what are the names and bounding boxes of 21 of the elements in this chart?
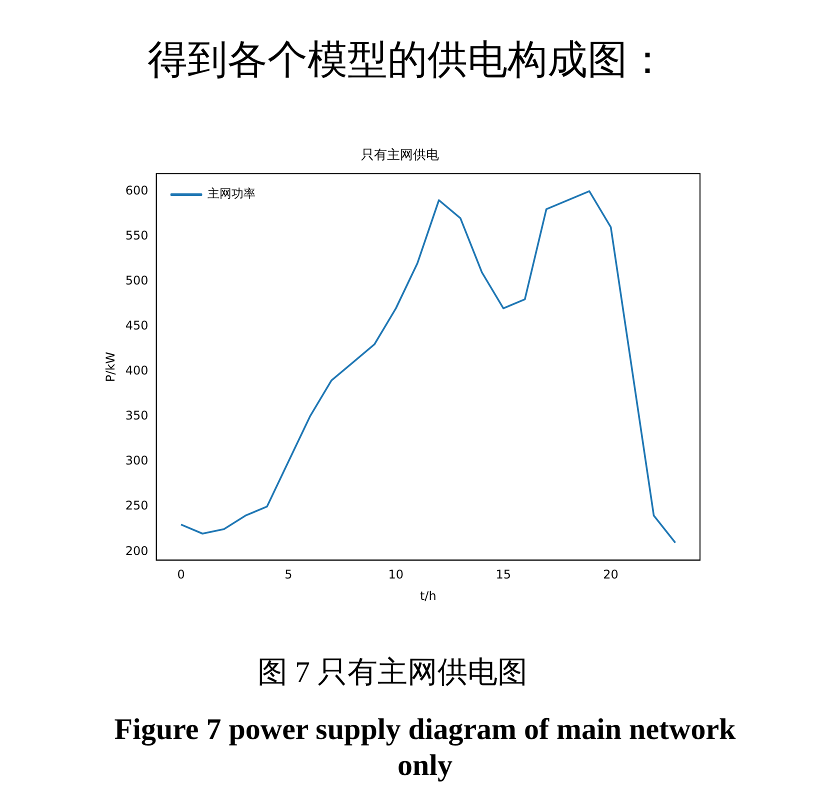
text: 得到各个模型的供电构成图： [146,36,668,84]
y-tick-label: 500 [125,273,148,288]
y-tick-label: 300 [125,454,148,468]
y-tick-label: 400 [125,364,148,378]
y-tick-label: 350 [125,408,148,423]
y-tick-label: 250 [125,498,148,513]
y-tick-label: 600 [125,183,148,198]
y-tick-label: 450 [125,318,148,332]
chart-title: 只有主网供电 [361,147,439,164]
caption: Figure 7 power supply diagram of main network only [113,712,737,784]
legend-label: 主网功率 [207,186,256,201]
caption: 图 7 只有主网供电图 [256,655,528,691]
y-tick-label: 200 [125,544,148,558]
y-tick-label: 550 [125,228,148,242]
x-tick-label: 20 [603,568,618,582]
x-axis-title: t/h [420,588,436,603]
x-tick-label: 10 [388,568,404,582]
x-tick-label: 15 [496,568,512,582]
y-axis-title: P/kW [103,352,118,382]
x-tick-label: 0 [177,568,185,582]
x-tick-label: 5 [284,568,292,582]
